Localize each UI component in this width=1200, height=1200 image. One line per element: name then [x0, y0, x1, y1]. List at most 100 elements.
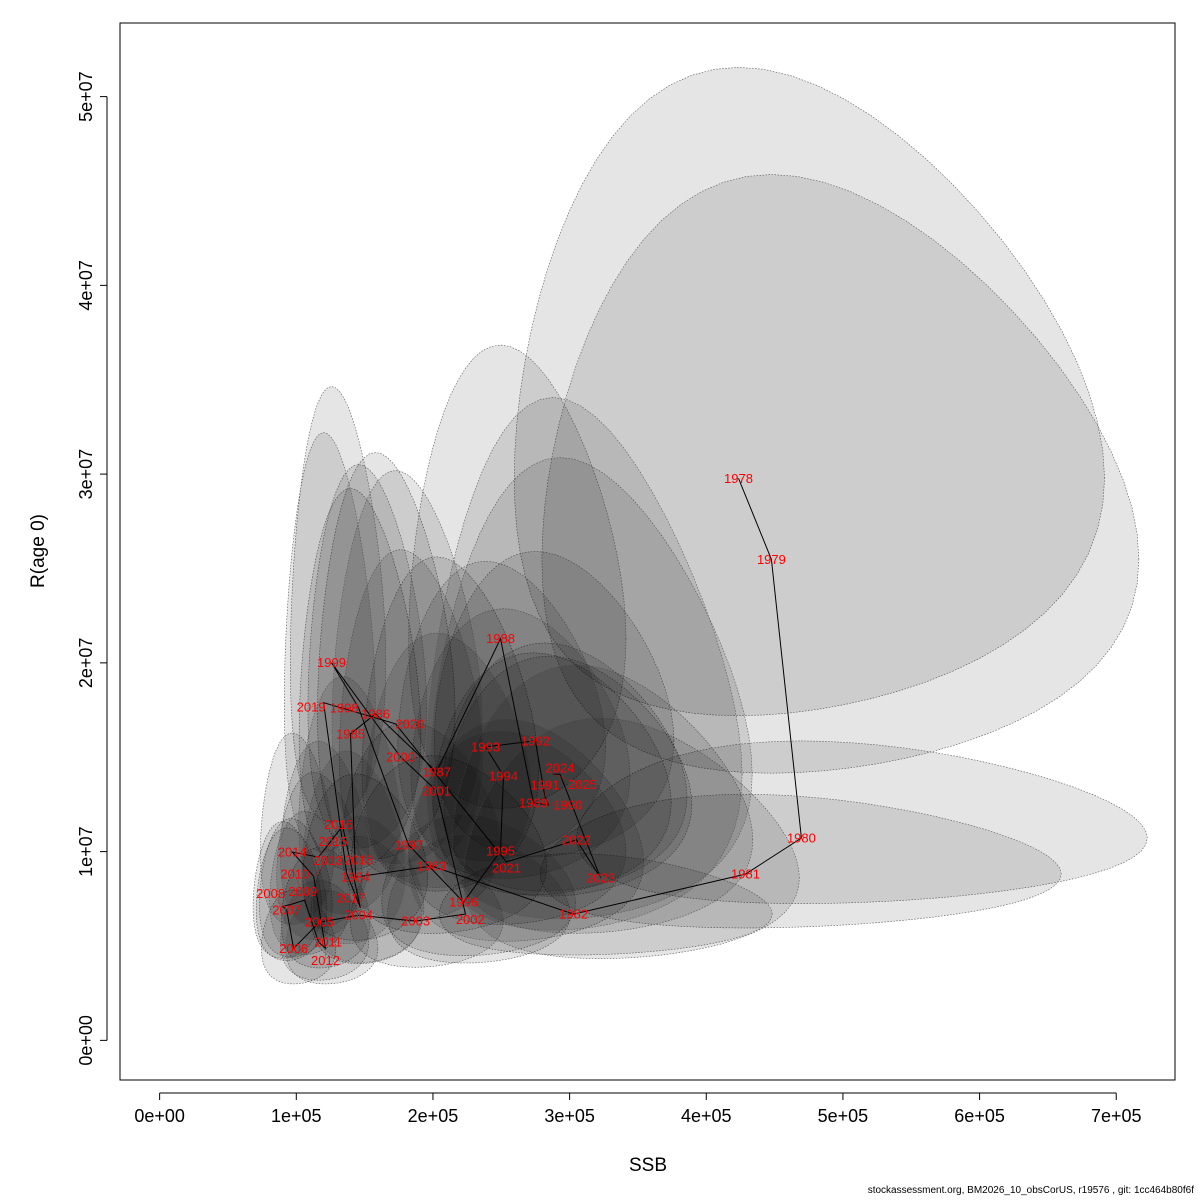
- x-tick-label: 0e+00: [134, 1106, 185, 1126]
- ellipse-2009: [258, 818, 333, 958]
- year-label-2001: 2001: [422, 783, 451, 798]
- x-tick-label: 6e+05: [954, 1106, 1005, 1126]
- year-label-2002: 2002: [456, 912, 485, 927]
- ellipse-2016: [298, 676, 401, 915]
- leader-line-2025: [553, 773, 583, 785]
- year-label-2006: 2006: [279, 941, 308, 956]
- year-label-1998: 1998: [330, 700, 359, 715]
- ellipse-2021: [407, 718, 644, 942]
- year-label-1991: 1991: [531, 777, 560, 792]
- axes: 0e+00 1e+05 2e+05 3e+05 4e+05 5e+05 6e+05 7e+05…: [76, 71, 1142, 1126]
- year-label-2012: 2012: [311, 953, 340, 968]
- ellipse-1990: [443, 655, 693, 897]
- leader-line-2009: [290, 891, 303, 905]
- ellipse-2025: [425, 397, 743, 931]
- year-label-2013: 2013: [314, 853, 343, 868]
- ellipse-1982: [438, 853, 773, 956]
- confidence-ellipses: [252, 66, 1148, 985]
- footer-note: stockassessment.org, BM2026_10_obsCorUS,…: [867, 1185, 1194, 1196]
- year-label-2008: 2008: [256, 886, 285, 901]
- year-label-1989: 1989: [519, 795, 548, 810]
- year-label-2022: 2022: [562, 832, 591, 847]
- ellipse-2022: [452, 664, 754, 934]
- leader-line-2013: [313, 860, 329, 877]
- year-label-2025: 2025: [568, 777, 597, 792]
- year-label-1993: 1993: [471, 739, 500, 754]
- ellipse-2014: [260, 732, 335, 926]
- ellipse-2008: [252, 821, 322, 959]
- x-tick-label: 7e+05: [1091, 1106, 1142, 1126]
- year-label-2000: 2000: [386, 749, 415, 764]
- y-axis-label: R(age 0): [28, 514, 49, 588]
- year-label-2003: 2003: [401, 914, 430, 929]
- ellipse-2004: [310, 835, 422, 965]
- year-label-2005: 2005: [305, 915, 334, 930]
- y-tick-label: 0e+00: [76, 1015, 96, 1066]
- year-label-1997: 1997: [394, 838, 423, 853]
- ellipse-1993: [397, 560, 606, 861]
- ellipse-1989: [432, 652, 672, 896]
- year-label-2016: 2016: [324, 817, 353, 832]
- leader-line-2002: [465, 913, 471, 920]
- year-label-1992: 1992: [521, 733, 550, 748]
- ellipse-1981: [539, 793, 1062, 929]
- ellipse-2000: [338, 549, 484, 877]
- ellipse-2011: [280, 879, 370, 981]
- year-label-1981: 1981: [731, 867, 760, 882]
- year-label-2018: 2018: [344, 853, 373, 868]
- trajectory-line: [281, 478, 802, 950]
- ellipse-1991: [440, 642, 688, 892]
- ellipse-2001: [365, 632, 532, 888]
- x-tick-label: 5e+05: [818, 1106, 869, 1126]
- y-tick-label: 4e+07: [76, 260, 96, 311]
- x-axis-label: SSB: [629, 1155, 667, 1176]
- year-label-1988: 1988: [486, 631, 515, 646]
- year-label-2019: 2019: [297, 700, 326, 715]
- year-labels: 1978 1979 1980 1981 1982 1983 1984 1985 1986 1987…: [256, 471, 816, 968]
- year-label-1990: 1990: [553, 798, 582, 813]
- trajectory: [281, 478, 802, 950]
- year-label-1979: 1979: [757, 552, 786, 567]
- year-label-2009: 2009: [288, 884, 317, 899]
- year-label-2023: 2023: [586, 871, 615, 886]
- year-label-1986: 1986: [361, 706, 390, 721]
- ellipse-2018: [301, 750, 406, 945]
- ellipse-2006: [261, 889, 337, 985]
- x-tick-label: 3e+05: [544, 1106, 595, 1126]
- year-label-1985: 1985: [336, 726, 365, 741]
- year-label-1982: 1982: [559, 907, 588, 922]
- y-tick-label: 2e+07: [76, 638, 96, 689]
- ellipse-2024: [429, 457, 753, 920]
- leader-line-2017: [350, 897, 361, 909]
- year-label-1983: 1983: [417, 859, 446, 874]
- year-label-2015: 2015: [319, 834, 348, 849]
- ellipse-1979: [541, 174, 1140, 774]
- y-tick-label: 3e+07: [76, 449, 96, 500]
- ellipse-1978: [513, 66, 1105, 717]
- x-tick-label: 4e+05: [681, 1106, 732, 1126]
- ellipse-2015: [280, 740, 370, 929]
- x-tick-label: 1e+05: [271, 1106, 322, 1126]
- plot-frame: [119, 22, 1176, 1081]
- year-label-2020: 2020: [395, 716, 424, 731]
- year-label-1987: 1987: [422, 764, 451, 779]
- ellipse-2019: [283, 432, 376, 854]
- year-label-2011: 2011: [314, 935, 342, 950]
- year-label-1996: 1996: [449, 895, 478, 910]
- ellipse-2010: [269, 811, 351, 955]
- year-label-1999: 1999: [317, 655, 346, 670]
- year-label-2017: 2017: [336, 890, 365, 905]
- leader-line-2010: [294, 873, 305, 901]
- ellipse-2017: [311, 815, 425, 963]
- label-leaders: [270, 702, 583, 961]
- year-label-2004: 2004: [344, 908, 373, 923]
- ellipse-2020: [331, 470, 483, 865]
- leader-line-2008: [270, 893, 283, 907]
- ellipse-1992: [433, 551, 675, 858]
- year-label-1980: 1980: [787, 831, 816, 846]
- ellipse-1996: [381, 814, 576, 957]
- x-tick-label: 2e+05: [408, 1106, 459, 1126]
- year-label-2007: 2007: [272, 903, 301, 918]
- leader-line-2015: [318, 841, 334, 858]
